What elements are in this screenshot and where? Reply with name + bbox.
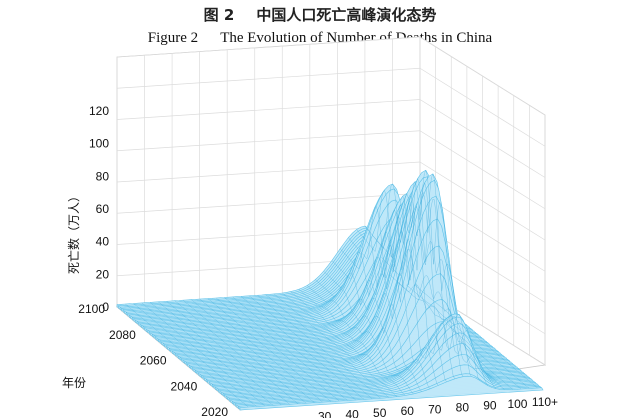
mesh-line — [141, 302, 265, 407]
age-tick-label: 30 — [318, 410, 332, 418]
mesh-line — [149, 302, 274, 406]
mesh-line — [348, 173, 472, 377]
mesh-line — [356, 169, 480, 381]
z-tick-label: 40 — [96, 235, 110, 249]
mesh-line — [315, 272, 439, 386]
mesh-line — [282, 292, 406, 396]
surface-mesh — [116, 169, 544, 411]
z-tick-label: 100 — [89, 137, 109, 151]
mesh-line — [389, 274, 513, 390]
mesh-line — [306, 285, 431, 389]
grid-line — [116, 99, 421, 120]
grid-line — [116, 161, 421, 183]
age-tick-label: 110+ — [532, 395, 558, 409]
year-tick-label: 2020 — [201, 405, 228, 418]
mesh-line — [158, 301, 282, 405]
grid-line — [116, 36, 421, 58]
mesh-line — [133, 303, 257, 407]
figure-number-cn: 图 2 — [203, 6, 235, 24]
mesh-line — [381, 248, 505, 390]
age-tick-label: 80 — [456, 400, 470, 414]
mesh-line — [406, 284, 530, 389]
figure-number-en: Figure 2 — [147, 30, 199, 46]
mesh-line — [249, 295, 373, 399]
mesh-line — [273, 293, 398, 397]
grid-line — [116, 192, 421, 214]
mesh-line — [373, 204, 497, 389]
age-tick-label: 90 — [483, 399, 497, 413]
surface-strip — [239, 375, 544, 411]
z-tick-label: 0 — [102, 300, 109, 314]
year-tick-label: 2040 — [171, 379, 198, 393]
mesh-line — [125, 303, 249, 408]
year-tick-label: 2080 — [109, 328, 136, 342]
mesh-line — [298, 289, 422, 392]
title-chinese: 图 2 中国人口死亡高峰演化态势 — [0, 4, 640, 25]
mesh-line — [364, 183, 489, 386]
mesh-line — [166, 301, 290, 405]
mesh-line — [290, 291, 414, 395]
mesh-line — [414, 284, 538, 389]
z-tick-label: 80 — [96, 169, 110, 183]
year-tick-label: 2060 — [140, 354, 167, 368]
age-tick-label: 60 — [401, 404, 415, 418]
year-tick-label: 2100 — [78, 302, 105, 316]
age-tick-label: 40 — [346, 408, 360, 418]
mesh-line — [207, 298, 332, 402]
z-tick-label: 20 — [96, 267, 110, 281]
mesh-line — [216, 297, 340, 402]
mesh-line — [323, 237, 447, 383]
age-tick-label: 70 — [428, 402, 442, 416]
mesh-line — [224, 297, 348, 401]
z-axis-label: 死亡数（万人） — [66, 190, 81, 274]
mesh-line — [174, 300, 298, 404]
mesh-line — [257, 295, 381, 399]
mesh-line — [199, 298, 323, 403]
z-tick-label: 120 — [89, 104, 109, 118]
mesh-line — [182, 300, 307, 404]
y-axis-label: 年份 — [62, 376, 86, 390]
mesh-line — [397, 282, 522, 390]
age-tick-label: 50 — [373, 406, 387, 418]
mesh-line — [331, 205, 456, 379]
mesh-line — [265, 294, 389, 398]
z-tick-label: 60 — [96, 202, 110, 216]
mesh-line — [191, 299, 315, 403]
mesh-line — [116, 304, 241, 408]
grid-line — [116, 67, 421, 89]
age-tick-label: 100 — [507, 397, 527, 411]
grid-line — [116, 130, 421, 152]
mesh-line — [232, 296, 356, 401]
mesh-line — [240, 296, 365, 400]
chart-title-cn: 中国人口死亡高峰演化态势 — [256, 6, 437, 24]
